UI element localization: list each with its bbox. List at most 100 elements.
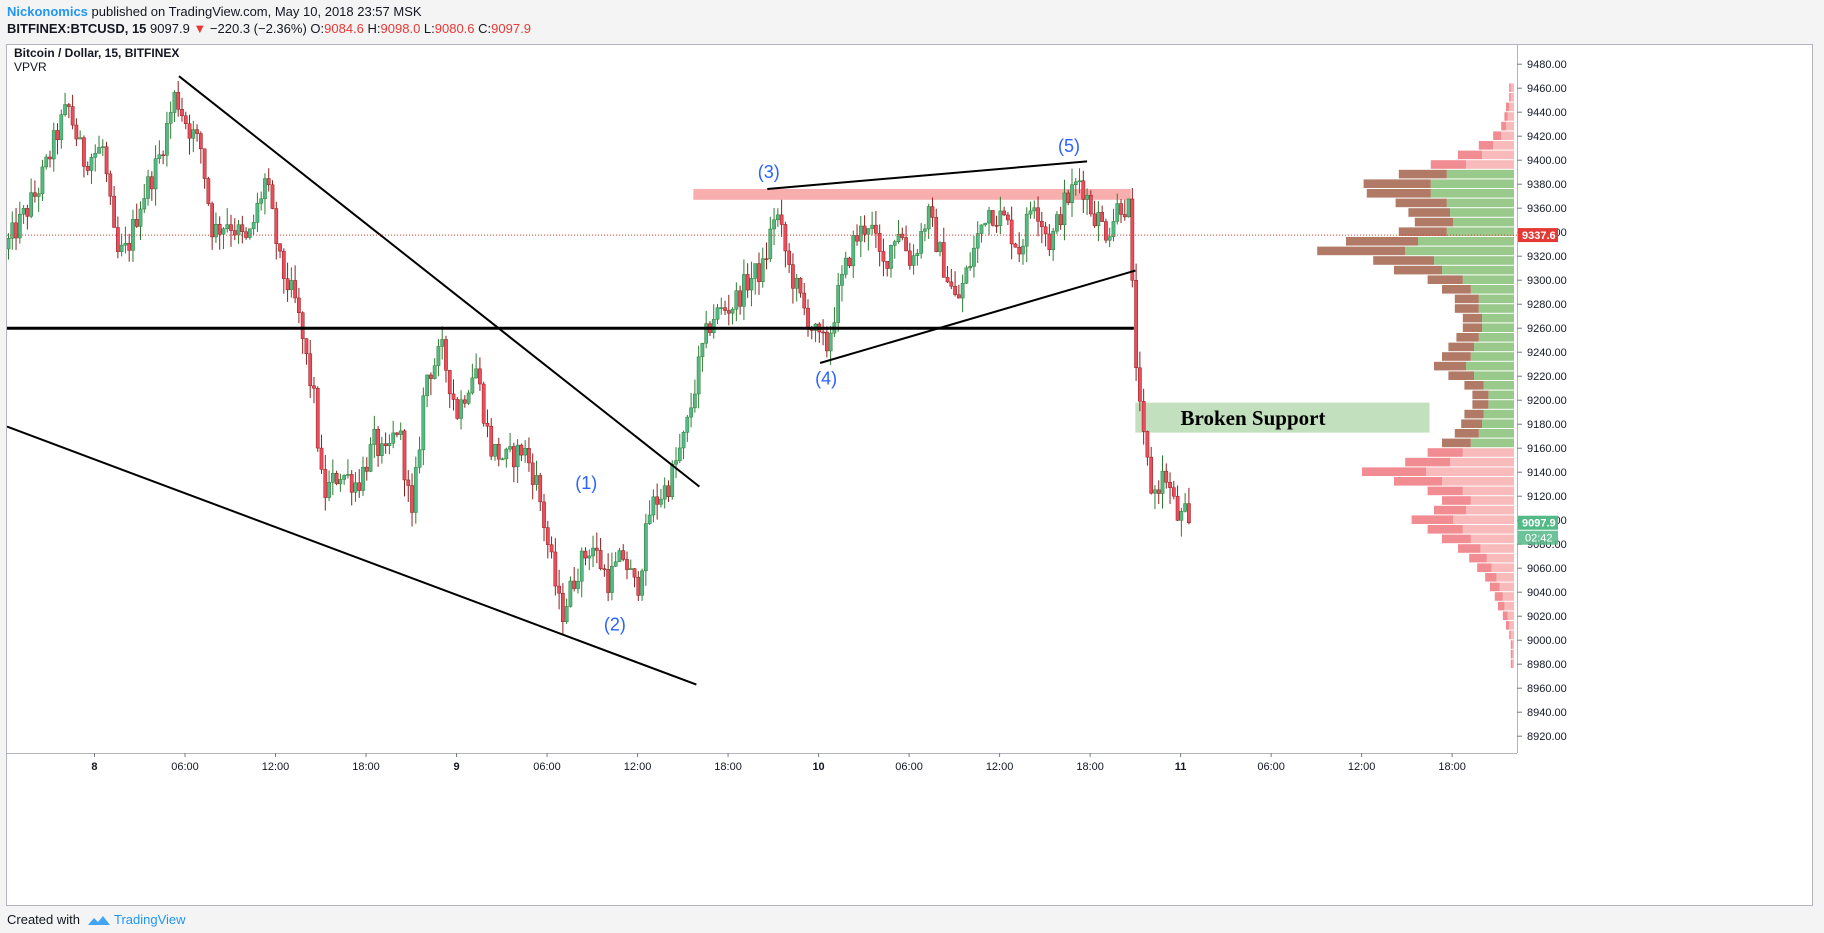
candle-body xyxy=(662,485,667,500)
vpvr-buy-bar xyxy=(1462,525,1514,534)
vpvr-buy-bar xyxy=(1470,352,1514,361)
candle-body xyxy=(1062,192,1067,226)
candle-body xyxy=(907,250,912,266)
author-link[interactable]: Nickonomics xyxy=(7,4,88,19)
candle-body xyxy=(568,580,573,607)
x-tick-label: 11 xyxy=(1175,761,1187,773)
candle-body xyxy=(617,550,622,563)
candle-body xyxy=(1179,511,1184,521)
candle-body xyxy=(85,166,90,171)
symbol-name: BITFINEX:BTCUSD, 15 xyxy=(7,21,147,36)
candle-body xyxy=(485,423,490,427)
candle-body xyxy=(391,432,396,444)
candle-body xyxy=(440,339,445,347)
candle-body xyxy=(1021,245,1025,255)
candle-body xyxy=(33,192,37,197)
candle-body xyxy=(225,224,230,229)
candle-body xyxy=(855,235,859,242)
vpvr-buy-bar xyxy=(1504,601,1514,611)
tradingview-link[interactable]: TradingView xyxy=(114,912,186,927)
created-with-text: Created with xyxy=(7,912,80,927)
last-price: 9097.9 xyxy=(150,21,190,36)
y-tick-label: 8960.00 xyxy=(1527,683,1567,695)
vpvr-sell-bar xyxy=(1411,515,1454,524)
candle-body xyxy=(281,250,286,279)
vpvr-sell-bar xyxy=(1408,208,1450,217)
x-tick-label: 18:00 xyxy=(714,761,742,773)
vpvr-buy-bar xyxy=(1483,409,1514,419)
candle-body xyxy=(459,399,463,419)
chart-frame[interactable]: 8920.00 8940.00 8960.00 8980.00 9000.00 9020.… xyxy=(6,44,1813,906)
candle-body xyxy=(572,580,577,589)
candle-body xyxy=(911,255,916,266)
candle-body xyxy=(21,208,26,215)
y-tick-label: 9180.00 xyxy=(1527,419,1567,431)
candle-body xyxy=(825,331,829,352)
candle-body xyxy=(892,241,897,246)
legend-indicator[interactable]: VPVR xyxy=(14,60,47,74)
vpvr-sell-bar xyxy=(1363,179,1431,188)
x-tick-label: 06:00 xyxy=(895,761,923,773)
candle-body xyxy=(504,448,509,460)
broken-support-zone xyxy=(1135,402,1430,433)
vpvr-sell-bar xyxy=(1469,553,1487,563)
high-label: H: xyxy=(367,21,381,36)
vpvr-buy-bar xyxy=(1462,486,1514,496)
candle-body xyxy=(840,274,844,286)
candle-body xyxy=(123,243,128,246)
candle-body xyxy=(395,432,399,435)
vpvr-sell-bar xyxy=(1462,313,1482,323)
candle-body xyxy=(413,467,418,513)
vpvr-sell-bar xyxy=(1317,246,1406,256)
vpvr-sell-bar xyxy=(1427,486,1463,496)
candle-body xyxy=(398,430,403,435)
candle-body xyxy=(78,137,83,140)
vpvr-buy-bar xyxy=(1470,534,1514,544)
candle-body xyxy=(376,428,380,456)
vpvr-buy-bar xyxy=(1426,467,1514,476)
vpvr-sell-bar xyxy=(1501,121,1506,131)
candle-body xyxy=(478,368,482,385)
vpvr-sell-bar xyxy=(1464,409,1484,419)
vpvr-sell-bar xyxy=(1472,400,1489,409)
candle-body xyxy=(361,466,365,491)
candle-body xyxy=(481,383,486,424)
candle-body xyxy=(1058,214,1063,226)
vpvr-sell-bar xyxy=(1472,390,1489,400)
candle-body xyxy=(1104,221,1108,241)
open-label: O: xyxy=(310,21,325,36)
y-tick-label: 9460.00 xyxy=(1527,83,1567,95)
candle-body xyxy=(406,479,411,486)
wave-label: (4) xyxy=(815,369,837,389)
candle-body xyxy=(768,228,773,259)
vpvr-sell-bar xyxy=(1461,419,1482,428)
candle-body xyxy=(934,217,939,252)
price-chart[interactable]: 8920.00 8940.00 8960.00 8980.00 9000.00 9020.… xyxy=(7,45,1812,905)
wave-label: (2) xyxy=(604,615,626,635)
candle-body xyxy=(775,214,780,221)
vpvr-sell-bar xyxy=(1493,131,1502,140)
candle-body xyxy=(66,104,71,107)
candle-body xyxy=(330,473,335,483)
candle-body xyxy=(319,447,324,470)
candle-body xyxy=(74,124,79,140)
candle-body xyxy=(719,307,724,309)
candle-body xyxy=(278,243,282,252)
y-tick-label: 9240.00 xyxy=(1527,347,1567,359)
change-arrow-icon: ▼ xyxy=(193,21,207,36)
candle-body xyxy=(402,430,407,481)
vpvr-buy-bar xyxy=(1430,189,1514,198)
candle-body xyxy=(229,224,233,231)
candle-body xyxy=(689,407,693,418)
vpvr-buy-bar xyxy=(1507,611,1514,620)
candle-body xyxy=(923,228,927,232)
candle-body xyxy=(462,399,467,404)
candle-body xyxy=(297,297,301,313)
vpvr-sell-bar xyxy=(1414,217,1454,227)
vpvr-sell-bar xyxy=(1456,333,1479,342)
countdown-tag-text: 02:42 xyxy=(1525,533,1553,545)
candle-body xyxy=(745,274,750,291)
vpvr-sell-bar xyxy=(1405,457,1450,467)
wave-label: (3) xyxy=(758,162,780,182)
vpvr-sell-bar xyxy=(1510,640,1513,649)
